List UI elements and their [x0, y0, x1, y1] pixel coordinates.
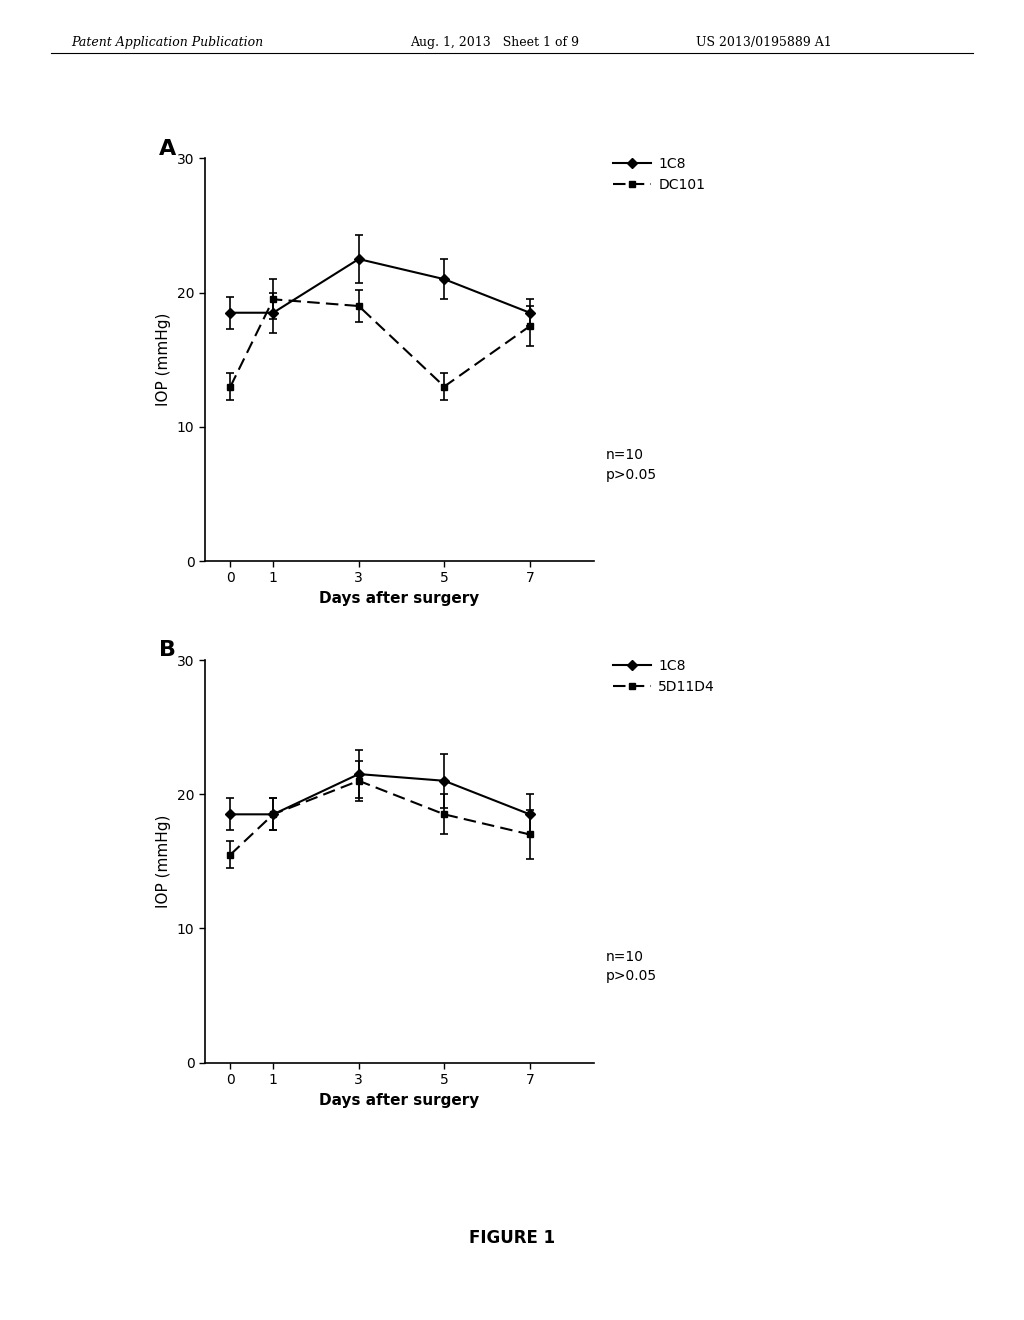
X-axis label: Days after surgery: Days after surgery: [319, 591, 479, 606]
Text: US 2013/0195889 A1: US 2013/0195889 A1: [696, 36, 833, 49]
Text: Aug. 1, 2013   Sheet 1 of 9: Aug. 1, 2013 Sheet 1 of 9: [410, 36, 579, 49]
Text: A: A: [159, 139, 176, 158]
Text: FIGURE 1: FIGURE 1: [469, 1229, 555, 1247]
Y-axis label: IOP (mmHg): IOP (mmHg): [157, 814, 171, 908]
Legend: 1C8, DC101: 1C8, DC101: [612, 157, 706, 193]
Legend: 1C8, 5D11D4: 1C8, 5D11D4: [612, 659, 715, 694]
Text: n=10
p>0.05: n=10 p>0.05: [605, 449, 656, 482]
Text: B: B: [159, 640, 176, 660]
Text: n=10
p>0.05: n=10 p>0.05: [605, 950, 656, 983]
X-axis label: Days after surgery: Days after surgery: [319, 1093, 479, 1107]
Y-axis label: IOP (mmHg): IOP (mmHg): [157, 313, 171, 407]
Text: Patent Application Publication: Patent Application Publication: [72, 36, 264, 49]
